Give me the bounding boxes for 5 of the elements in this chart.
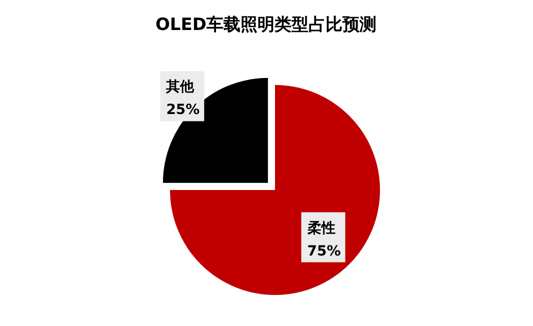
slice-label: 柔性 bbox=[306, 220, 336, 236]
slice-label: 其他 bbox=[165, 79, 196, 96]
chart-title: OLED车载照明类型占比预测 bbox=[155, 15, 377, 35]
data-label: 25% bbox=[166, 102, 200, 118]
data-label: 75% bbox=[307, 243, 341, 260]
